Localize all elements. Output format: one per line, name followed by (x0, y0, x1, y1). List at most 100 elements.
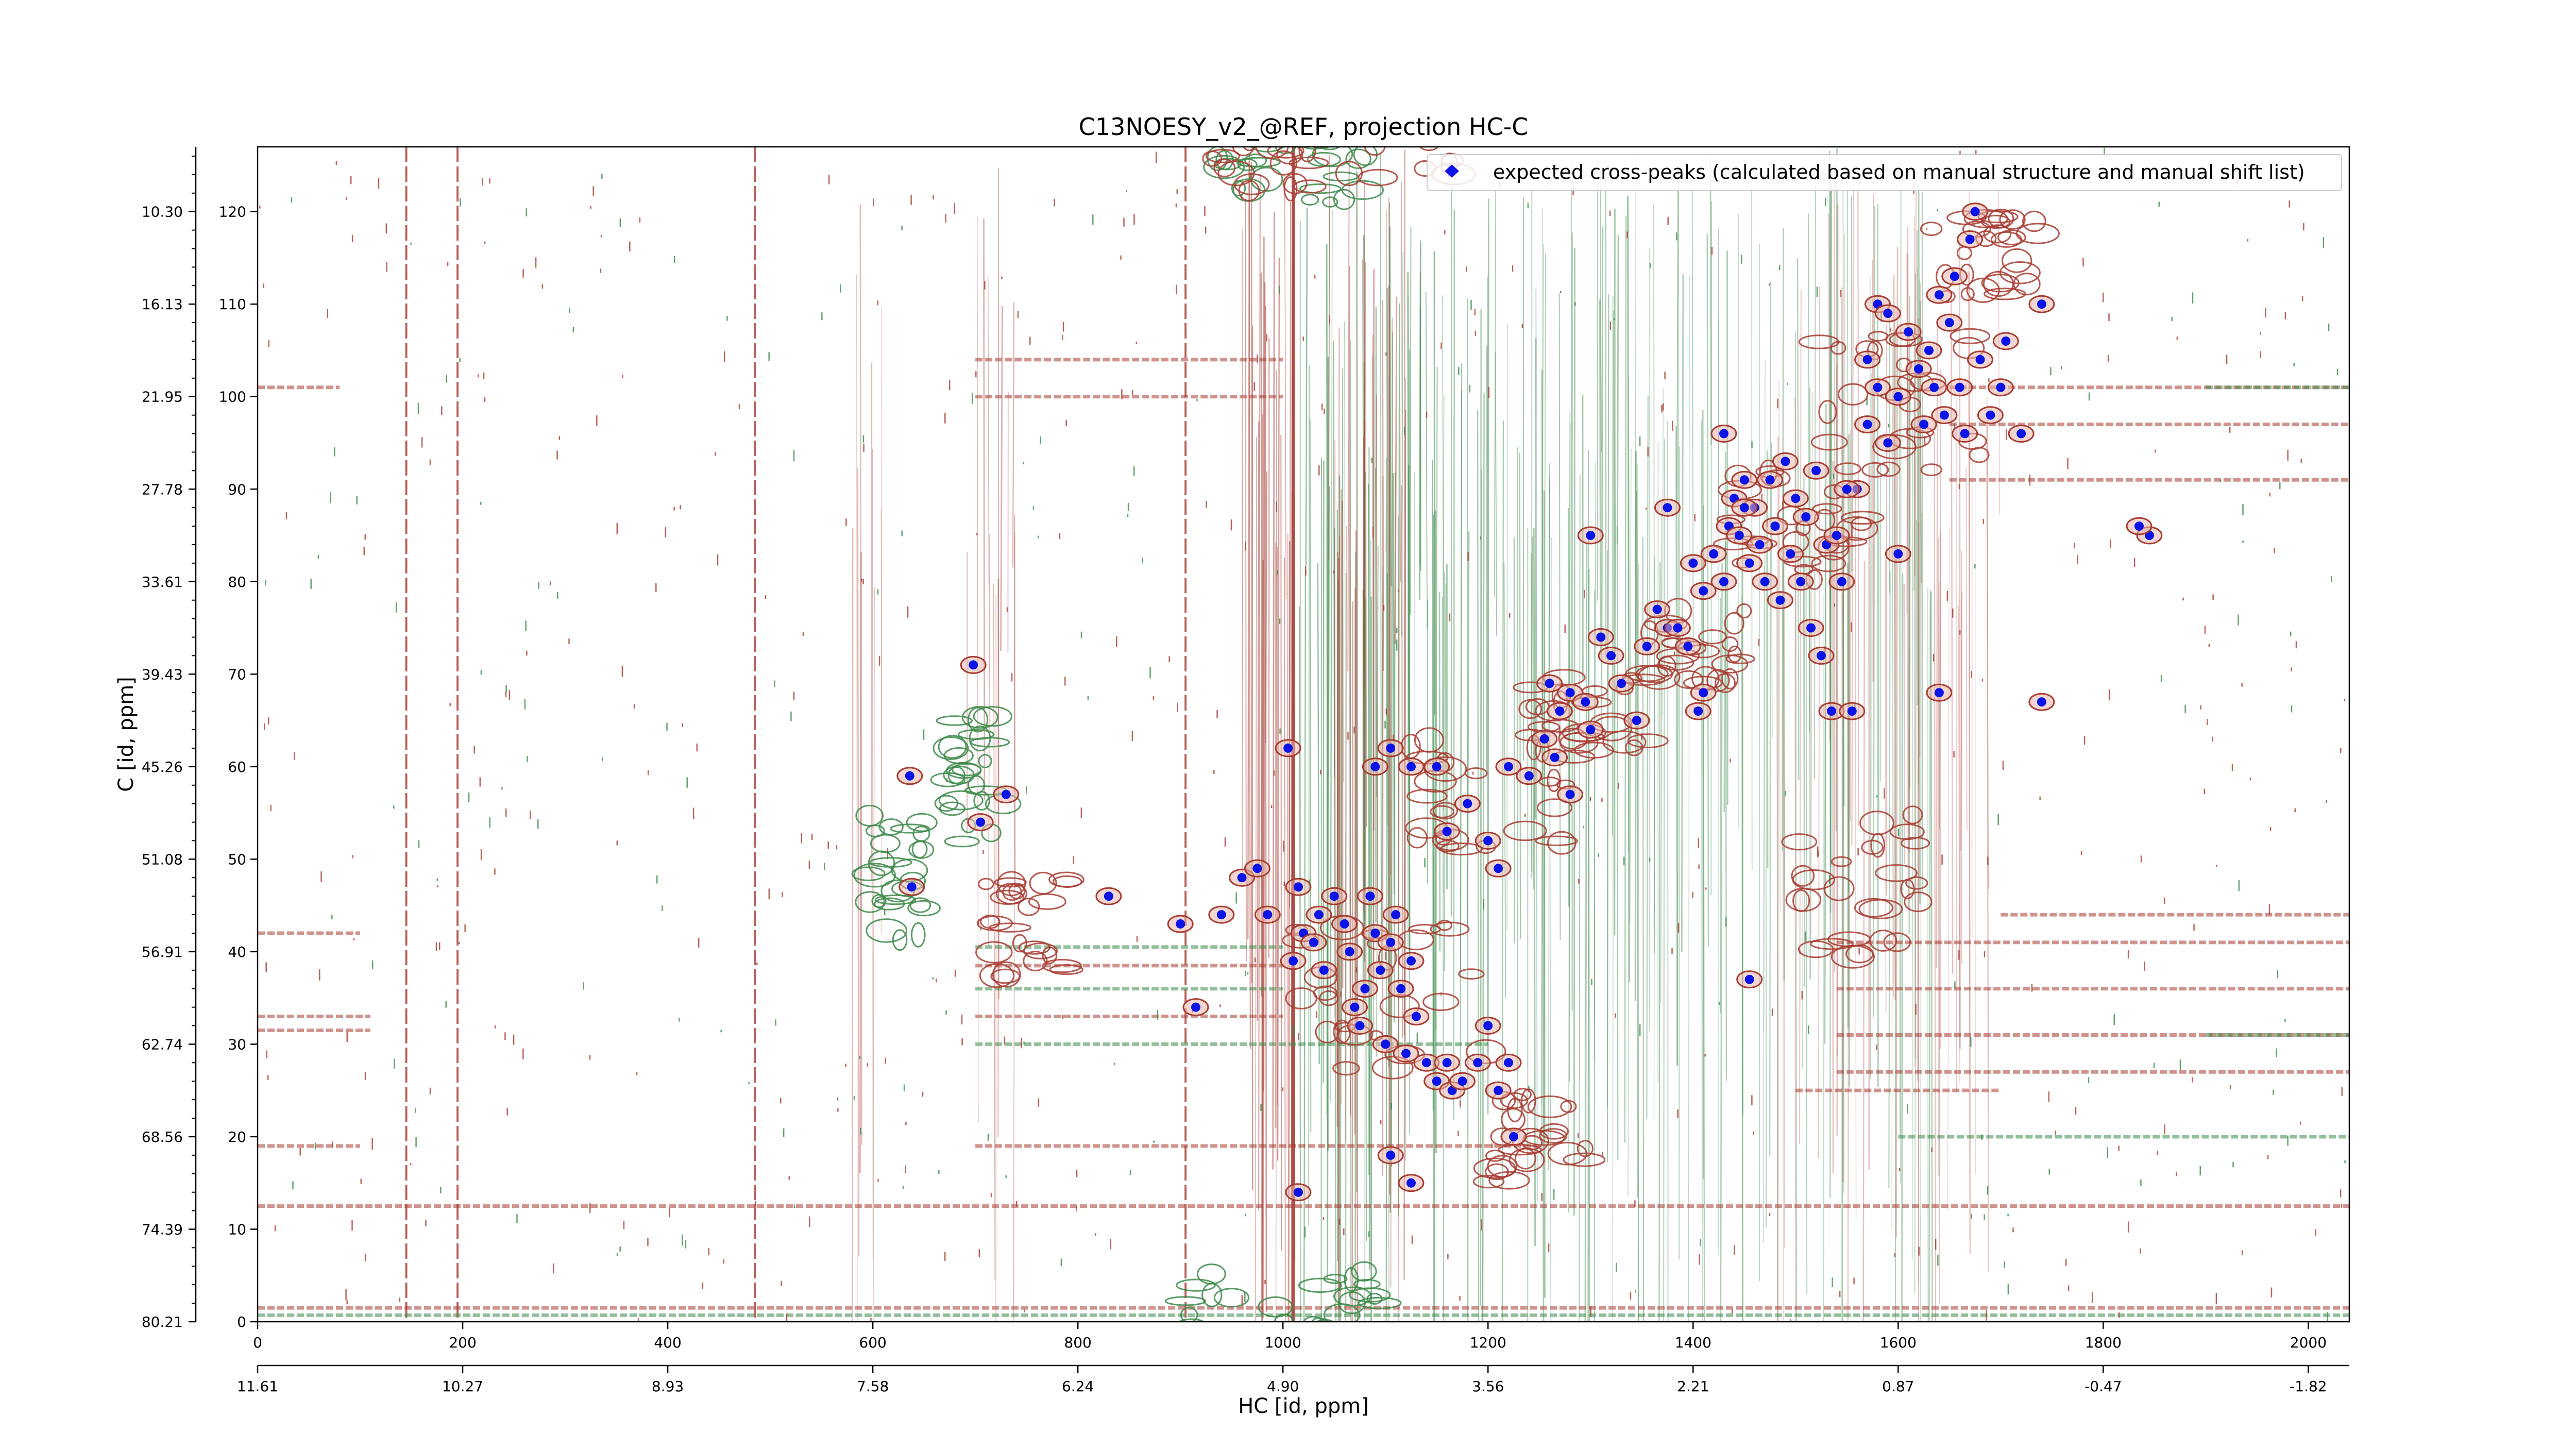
contour-blob (1332, 1061, 1360, 1076)
contour-streak (1482, 393, 1485, 1322)
contour-streak (1363, 361, 1366, 921)
cross-peak-marker (1775, 595, 1785, 605)
contour-blob (1798, 334, 1840, 349)
x-tick-label: 800 (1064, 1334, 1091, 1351)
contour-blob (1472, 1174, 1505, 1189)
contour-blob (1177, 1318, 1206, 1322)
contour-streak (1818, 287, 1820, 1158)
y2-tick-label: 51.08 (142, 851, 183, 868)
contour-streak (1550, 537, 1552, 1322)
x-tick-label: 1800 (2085, 1334, 2122, 1351)
contour-streak (1646, 395, 1649, 1119)
cross-peak-marker (1904, 327, 1913, 337)
contour-streak (873, 587, 875, 1322)
cross-peak-marker (1386, 1150, 1396, 1160)
contour-streak (1628, 377, 1630, 1197)
contour-streak (1862, 561, 1866, 1322)
contour-streak (1805, 530, 1808, 1294)
cross-peak-marker (1699, 586, 1708, 596)
cross-peak-marker (1688, 558, 1698, 568)
contour-streak (1834, 159, 1836, 973)
cross-peak-marker (907, 882, 917, 892)
contour-blob (1302, 1316, 1324, 1322)
cross-peak-marker (1883, 438, 1893, 448)
contour-blob (1883, 932, 1911, 952)
cross-peak-marker (1673, 623, 1683, 633)
cross-peak-marker (1986, 410, 1995, 420)
contour-blob (1419, 147, 1438, 151)
contour-blob (912, 825, 930, 842)
cross-peak-marker (1975, 355, 1985, 364)
y2-tick-label: 74.39 (142, 1221, 183, 1238)
cross-peak-marker (1744, 974, 1754, 984)
contour-streak (1681, 274, 1684, 952)
cross-peak-marker (1104, 891, 1113, 901)
contour-blob (890, 823, 930, 834)
contour-streak (1330, 210, 1333, 1102)
contour-blob (968, 706, 989, 733)
contour-blob (1869, 930, 1897, 952)
cross-peak-marker (1709, 549, 1719, 559)
contour-blob (1812, 503, 1842, 515)
contour-blob (938, 735, 967, 759)
contour-streak (1400, 181, 1402, 582)
contour-streak (988, 277, 990, 585)
cross-peak-marker (1442, 1058, 1452, 1068)
cross-peak-marker (1376, 965, 1385, 975)
contour-blob (855, 891, 885, 913)
contour-blob (891, 858, 928, 882)
contour-streak (1558, 293, 1561, 940)
contour-streak (1635, 152, 1636, 675)
contour-blob (1999, 261, 2041, 284)
contour-blob (1527, 1095, 1572, 1118)
contour-streak (1477, 410, 1480, 1322)
x2-tick-label: -1.82 (2290, 1378, 2327, 1395)
cross-peak-marker (1873, 382, 1883, 392)
contour-streak (1802, 510, 1804, 1069)
contour-blob (869, 857, 912, 868)
contour-streak (1968, 271, 1971, 1254)
contour-blob (1818, 400, 1837, 424)
contour-blob (970, 737, 1010, 748)
cross-peak-marker (1837, 577, 1846, 586)
cross-peak-marker (1893, 392, 1903, 401)
contour-blob (1350, 1261, 1377, 1282)
contour-blob (1627, 733, 1669, 749)
y-tick-label: 30 (228, 1036, 246, 1053)
contour-blob (1213, 158, 1236, 177)
cross-peak-marker (1929, 382, 1939, 392)
x2-tick-label: 0.87 (1882, 1378, 1914, 1395)
contour-streak (1965, 467, 1968, 831)
cross-peak-marker (1770, 521, 1780, 531)
contour-blob (961, 706, 998, 729)
contour-streak (1532, 536, 1534, 889)
y-tick-label: 100 (219, 389, 246, 406)
contour-blob (1023, 951, 1048, 972)
legend-label: expected cross-peaks (calculated based o… (1493, 161, 2305, 183)
contour-blob (1335, 161, 1363, 187)
cross-peak-marker (1421, 1058, 1431, 1068)
cross-peak-marker (1934, 290, 1944, 300)
contour-blob (1267, 147, 1304, 159)
contour-blob (1900, 879, 1915, 900)
cross-peak-marker (1739, 475, 1749, 485)
contour-blob (1176, 1278, 1216, 1292)
contour-blob (1840, 511, 1885, 525)
contour-blob (1920, 463, 1942, 477)
contour-blob (1299, 183, 1342, 194)
contour-streak (1571, 159, 1572, 713)
contour-streak (1851, 182, 1854, 846)
contour-blob (1706, 669, 1730, 692)
contour-blob (1323, 171, 1359, 182)
cross-peak-marker (1817, 651, 1826, 661)
contour-streak (1771, 443, 1773, 738)
contour-blob (870, 834, 901, 853)
cross-peak-marker (1581, 697, 1590, 707)
contour-streak (1347, 154, 1350, 671)
contour-streak (857, 468, 860, 1257)
cross-peak-markers (896, 203, 2163, 1202)
cross-peak-marker (1919, 419, 1929, 429)
contour-blob (1870, 833, 1886, 858)
contour-blob (1834, 462, 1861, 476)
contour-blob (938, 790, 984, 811)
